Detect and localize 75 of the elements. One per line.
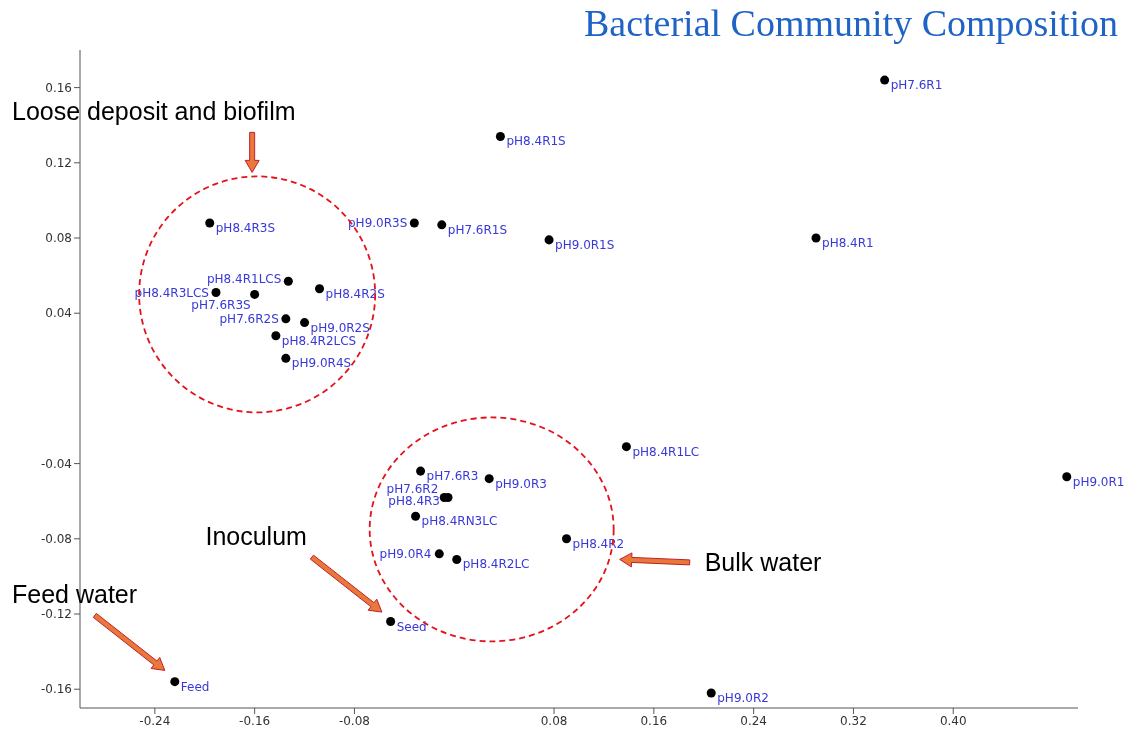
point: [300, 318, 310, 328]
annotation: Feed water: [12, 580, 138, 609]
data-label: pH9.0R4: [379, 546, 432, 561]
data-label: pH7.6R3S: [191, 298, 251, 313]
point: [416, 466, 426, 476]
point: [315, 284, 325, 294]
point: [211, 288, 221, 298]
x-tick-label: 0.08: [540, 713, 568, 728]
point: [880, 75, 890, 85]
data-label: pH8.4R2LCS: [281, 333, 357, 348]
y-tick-label: -0.16: [40, 682, 72, 697]
point: [409, 218, 419, 228]
point: [495, 131, 505, 141]
point: [271, 331, 281, 341]
annotation: Inoculum: [205, 522, 307, 551]
point: [437, 220, 447, 230]
x-tick-label: -0.24: [139, 713, 171, 728]
y-tick-label: 0.08: [45, 231, 72, 246]
data-label: pH9.0R2S: [310, 320, 370, 335]
data-label: pH8.4R3: [388, 494, 441, 509]
data-label: pH7.6R1S: [447, 222, 508, 237]
x-tick-label: -0.16: [239, 713, 271, 728]
data-label: Feed: [180, 679, 210, 694]
data-label: pH7.6R2: [386, 482, 439, 497]
y-tick-label: 0.12: [45, 156, 72, 171]
point: [250, 289, 260, 299]
point: [281, 353, 291, 363]
data-label: pH8.4R1LCS: [206, 272, 282, 287]
point: [706, 688, 716, 698]
point: [283, 276, 293, 286]
data-label: pH9.0R3S: [348, 215, 408, 230]
point: [621, 442, 631, 452]
data-label: pH8.4R1LC: [632, 444, 700, 459]
point: [484, 474, 494, 484]
data-label: pH8.4R3LCS: [134, 285, 209, 300]
data-label: pH9.0R3: [495, 476, 547, 491]
data-label: pH9.0R2: [717, 690, 769, 705]
data-label: pH7.6R2S: [219, 311, 279, 326]
annotation: Loose deposit and biofilm: [12, 97, 296, 126]
annotation: Bulk water: [704, 548, 822, 577]
point: [205, 218, 215, 228]
y-tick-label: 0.16: [45, 80, 72, 95]
data-label: pH9.0R1: [1072, 474, 1125, 489]
chart-title: Bacterial Community Composition: [583, 1, 1118, 46]
point: [811, 233, 821, 243]
data-label: pH8.4R2: [572, 536, 625, 551]
data-label: pH7.6R3: [426, 469, 479, 484]
x-tick-label: 0.40: [939, 713, 967, 728]
point: [386, 617, 396, 627]
y-tick-label: -0.12: [40, 607, 72, 622]
x-tick-label: 0.32: [840, 713, 867, 728]
point: [170, 677, 180, 687]
point: [562, 534, 572, 544]
y-tick-label: -0.08: [40, 532, 72, 547]
x-tick-label: -0.08: [338, 713, 370, 728]
data-label: pH8.4R1S: [506, 134, 566, 149]
point: [281, 314, 291, 324]
y-tick-label: 0.04: [45, 306, 72, 321]
point: [1062, 472, 1072, 482]
data-label: Seed: [396, 619, 427, 634]
point: [434, 549, 444, 559]
data-label: pH9.0R1S: [555, 237, 615, 252]
point: [544, 235, 554, 245]
point: [411, 511, 421, 521]
y-tick-label: -0.04: [40, 456, 72, 471]
data-label: pH8.4R3S: [215, 220, 276, 235]
data-label: pH9.0R4S: [291, 356, 352, 371]
data-label: pH8.4R2LC: [462, 557, 530, 572]
data-label: pH7.6R1: [890, 78, 943, 93]
x-tick-label: 0.24: [740, 713, 768, 728]
data-label: pH8.4R2S: [325, 286, 385, 301]
data-label: pH8.4R1: [822, 236, 874, 250]
data-label: pH8.4RN3LC: [421, 514, 498, 529]
point: [452, 554, 462, 564]
x-tick-label: 0.16: [640, 713, 668, 728]
